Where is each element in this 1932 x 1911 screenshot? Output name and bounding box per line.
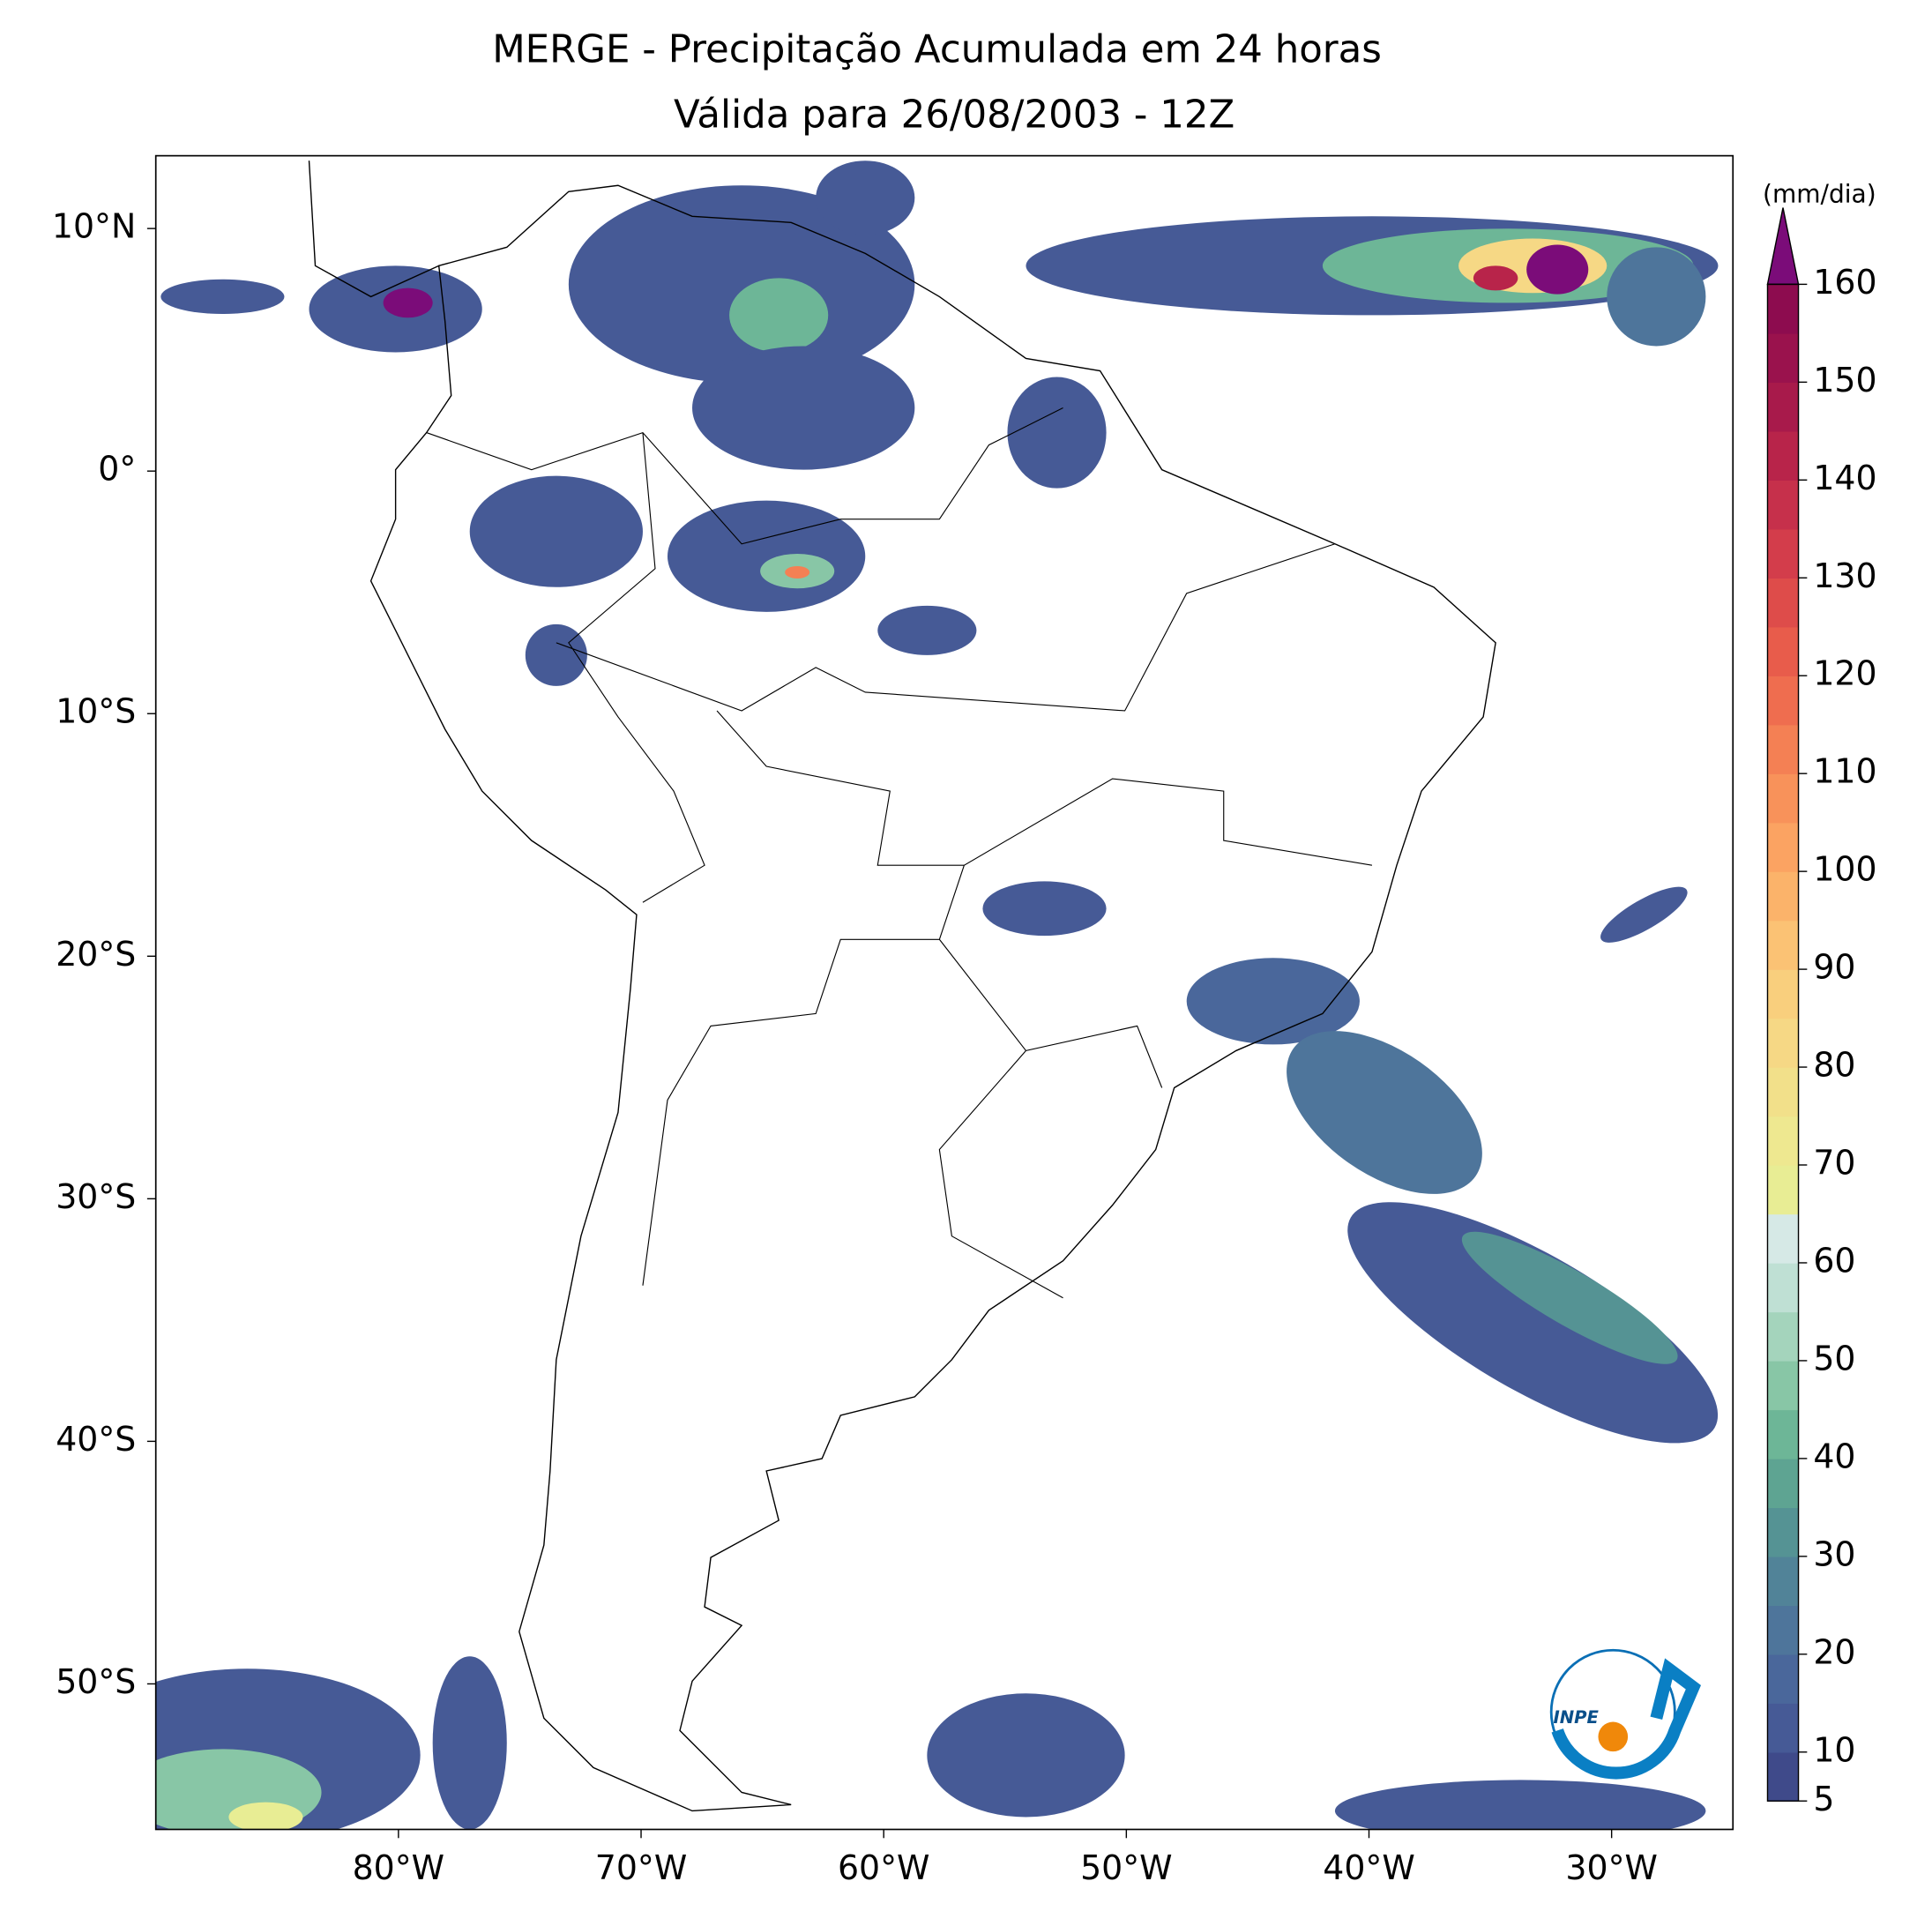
colorbar-tick-label: 100 xyxy=(1813,850,1876,889)
colorbar-tick-label: 160 xyxy=(1813,263,1876,302)
central-america xyxy=(308,160,439,298)
y-tick-label: 10°N xyxy=(52,207,136,246)
borders xyxy=(426,407,1373,1299)
colorbar-band xyxy=(1767,1262,1799,1313)
colorbar-band xyxy=(1767,773,1799,824)
colorbar-band xyxy=(1767,430,1799,481)
colorbar-tick-label: 80 xyxy=(1813,1046,1855,1085)
colorbar-band xyxy=(1767,578,1799,628)
colorbar-tick-label: 10 xyxy=(1813,1730,1855,1769)
x-tick-label: 30°W xyxy=(1565,1848,1657,1887)
y-tick-label: 0° xyxy=(98,450,136,489)
y-tick-label: 30°S xyxy=(56,1177,136,1216)
precipitation xyxy=(155,160,1719,1830)
colorbar-band xyxy=(1767,332,1799,384)
logo-text: INPE xyxy=(1553,1707,1599,1728)
y-tick-label: 50°S xyxy=(56,1662,136,1701)
logo-arrow xyxy=(1551,1658,1702,1780)
map-frame xyxy=(154,154,1734,1831)
colorbar-band xyxy=(1767,1018,1799,1068)
colorbar-tick-label: 140 xyxy=(1813,459,1876,497)
subtitle: Válida para 26/08/2003 - 12Z xyxy=(674,93,1235,138)
x-tick-label: 70°W xyxy=(595,1848,687,1887)
coastline xyxy=(369,184,1496,1812)
colorbar-band xyxy=(1767,1605,1799,1655)
colorbar-band xyxy=(1767,1703,1799,1753)
colorbar-frame xyxy=(1766,283,1800,1802)
colorbar-band xyxy=(1767,284,1799,334)
colorbar-tick-label: 50 xyxy=(1813,1339,1855,1377)
colorbar-tick-label: 110 xyxy=(1813,752,1876,791)
colorbar-label: (mm/dia) xyxy=(1763,179,1876,208)
colorbar-band xyxy=(1767,1213,1799,1264)
colorbar-band xyxy=(1767,1067,1799,1117)
colorbar-band xyxy=(1767,724,1799,774)
logo-dot xyxy=(1598,1721,1629,1752)
colorbar-tick-label: 90 xyxy=(1813,948,1855,987)
colorbar-band xyxy=(1767,626,1799,676)
colorbar-tick-label: 30 xyxy=(1813,1534,1855,1573)
colorbar-band xyxy=(1767,480,1799,530)
colorbar-tick-label: 150 xyxy=(1813,361,1876,399)
colorbar-band xyxy=(1767,969,1799,1019)
y-tick-label: 20°S xyxy=(56,935,136,974)
map xyxy=(154,154,1734,1831)
x-tick-label: 60°W xyxy=(838,1848,929,1887)
colorbar-tick-label: 120 xyxy=(1813,654,1876,693)
colorbar-band xyxy=(1767,1751,1799,1802)
colorbar-band xyxy=(1767,1116,1799,1166)
colorbar-band xyxy=(1767,528,1799,579)
logo: INPE xyxy=(1549,1648,1702,1780)
colorbar-band xyxy=(1767,1507,1799,1557)
colorbar-band xyxy=(1767,1409,1799,1459)
colorbar-band xyxy=(1767,1653,1799,1704)
x-tick-label: 50°W xyxy=(1080,1848,1172,1887)
colorbar-band xyxy=(1767,1360,1799,1411)
colorbar-band xyxy=(1767,920,1799,970)
colorbar-band xyxy=(1767,1311,1799,1362)
colorbar-tick-label: 40 xyxy=(1813,1437,1855,1475)
colorbar-tick-label: 130 xyxy=(1813,556,1876,595)
colorbar-band xyxy=(1767,676,1799,726)
colorbar-band xyxy=(1767,1458,1799,1509)
y-tick-label: 40°S xyxy=(56,1420,136,1459)
colorbar-tick-label: 20 xyxy=(1813,1632,1855,1671)
x-tick-label: 80°W xyxy=(353,1848,444,1887)
colorbar-band xyxy=(1767,382,1799,432)
y-tick-label: 10°S xyxy=(56,692,136,731)
colorbar-band xyxy=(1767,871,1799,922)
x-tick-label: 40°W xyxy=(1323,1848,1414,1887)
colorbar-tick-label: 5 xyxy=(1813,1780,1834,1818)
colorbar-band xyxy=(1767,1556,1799,1607)
colorbar-tick-label: 60 xyxy=(1813,1241,1855,1280)
colorbar-band xyxy=(1767,822,1799,872)
colorbar-band xyxy=(1767,1165,1799,1215)
colorbar-tick-label: 70 xyxy=(1813,1144,1855,1183)
title: MERGE - Precipitação Acumulada em 24 hor… xyxy=(492,27,1382,71)
